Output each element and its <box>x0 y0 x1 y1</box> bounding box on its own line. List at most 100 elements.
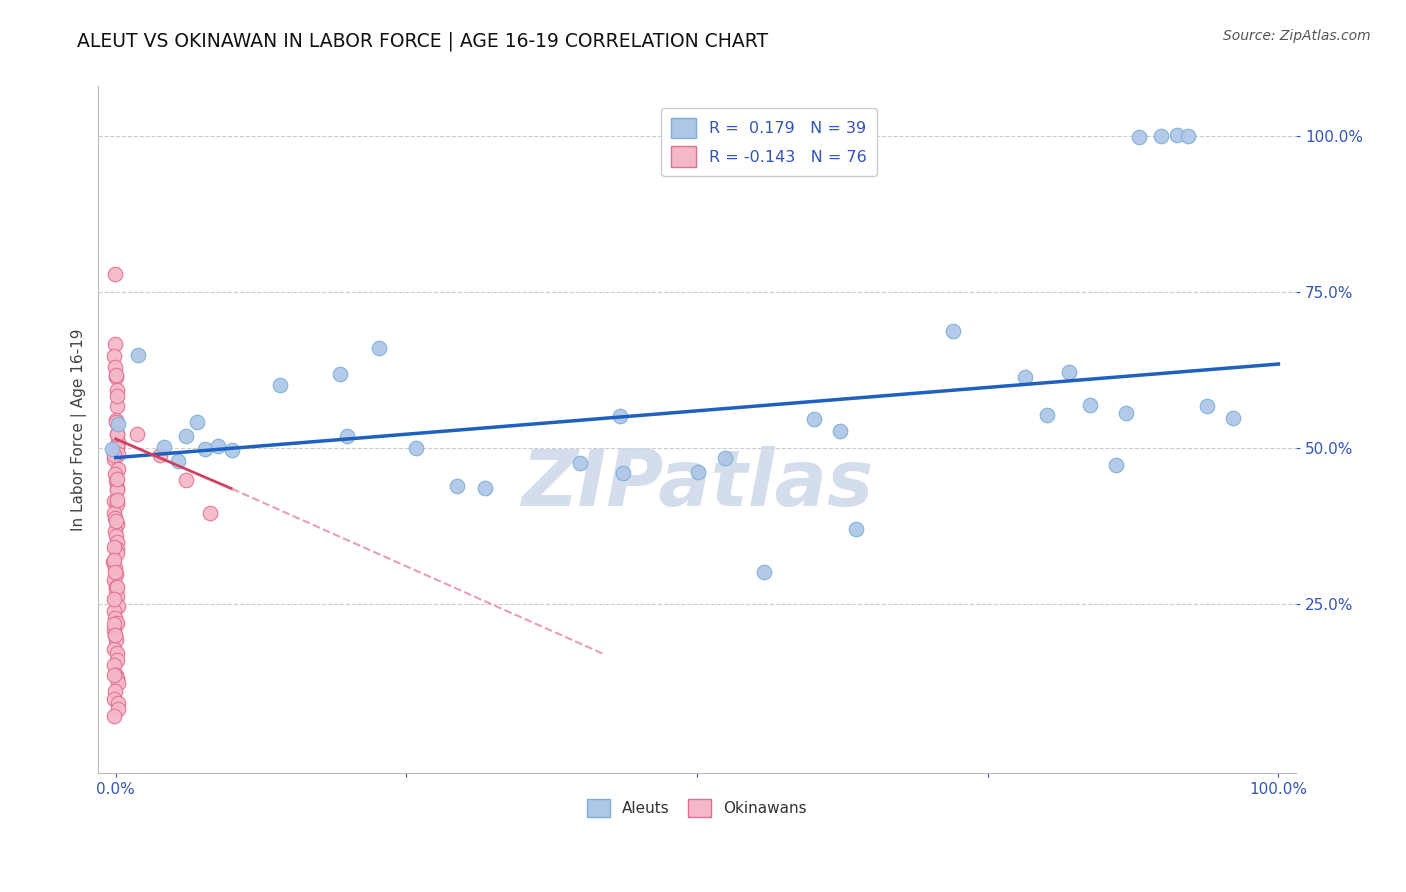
Point <box>174 429 197 443</box>
Point <box>105 472 128 486</box>
Point <box>104 684 127 698</box>
Point <box>942 324 965 338</box>
Point <box>104 337 127 351</box>
Point <box>104 415 127 429</box>
Point <box>713 451 735 466</box>
Point <box>186 415 208 429</box>
Point <box>104 565 127 579</box>
Y-axis label: In Labor Force | Age 16-19: In Labor Force | Age 16-19 <box>72 328 87 531</box>
Point <box>167 454 190 468</box>
Point <box>1057 365 1080 379</box>
Point <box>101 442 124 457</box>
Point <box>105 389 128 403</box>
Point <box>107 447 129 461</box>
Point <box>105 497 128 511</box>
Point <box>105 616 128 631</box>
Point <box>104 561 127 575</box>
Point <box>1177 129 1199 144</box>
Point <box>105 582 128 597</box>
Point <box>569 456 592 470</box>
Point <box>609 409 631 423</box>
Point <box>105 426 128 441</box>
Point <box>105 541 128 556</box>
Point <box>105 426 128 441</box>
Point <box>1115 406 1137 420</box>
Point <box>103 573 125 587</box>
Point <box>105 580 128 594</box>
Point <box>107 676 129 690</box>
Point <box>103 668 125 682</box>
Point <box>105 528 128 542</box>
Point <box>104 668 127 682</box>
Point <box>198 506 221 520</box>
Point <box>107 599 129 614</box>
Point <box>103 708 125 723</box>
Point <box>103 628 125 642</box>
Point <box>830 424 852 438</box>
Point <box>1150 129 1173 144</box>
Point <box>104 370 127 384</box>
Point <box>105 516 128 531</box>
Point <box>127 426 149 441</box>
Point <box>104 412 127 426</box>
Point <box>105 439 128 453</box>
Point <box>107 462 129 476</box>
Point <box>221 442 243 457</box>
Point <box>105 440 128 454</box>
Point <box>105 481 128 495</box>
Point <box>104 524 127 538</box>
Point <box>107 696 129 710</box>
Point <box>1104 458 1126 473</box>
Text: Source: ZipAtlas.com: Source: ZipAtlas.com <box>1223 29 1371 43</box>
Point <box>368 341 391 355</box>
Point <box>104 467 127 482</box>
Point <box>612 466 634 480</box>
Point <box>105 399 128 413</box>
Point <box>103 617 125 632</box>
Legend: Aleuts, Okinawans: Aleuts, Okinawans <box>581 793 813 823</box>
Point <box>149 448 172 462</box>
Point <box>1036 408 1059 422</box>
Point <box>103 611 125 625</box>
Point <box>405 441 427 455</box>
Point <box>105 632 128 647</box>
Point <box>754 565 776 579</box>
Point <box>107 435 129 450</box>
Point <box>269 377 291 392</box>
Point <box>103 349 125 363</box>
Point <box>104 359 127 374</box>
Point <box>107 417 129 431</box>
Point <box>103 555 125 569</box>
Point <box>103 692 125 706</box>
Point <box>336 429 359 443</box>
Point <box>328 367 350 381</box>
Point <box>194 442 217 456</box>
Point <box>107 653 129 667</box>
Point <box>107 702 129 716</box>
Point <box>1222 410 1244 425</box>
Point <box>207 439 229 453</box>
Point <box>104 566 127 581</box>
Point <box>104 474 127 488</box>
Text: ALEUT VS OKINAWAN IN LABOR FORCE | AGE 16-19 CORRELATION CHART: ALEUT VS OKINAWAN IN LABOR FORCE | AGE 1… <box>77 31 769 51</box>
Point <box>103 540 125 554</box>
Point <box>105 383 128 397</box>
Point <box>103 448 125 462</box>
Point <box>105 534 128 549</box>
Point <box>105 590 128 604</box>
Point <box>105 647 128 661</box>
Point <box>104 580 127 594</box>
Point <box>103 592 125 607</box>
Point <box>104 510 127 524</box>
Point <box>127 348 149 362</box>
Point <box>104 368 127 383</box>
Point <box>446 479 468 493</box>
Text: ZIPatlas: ZIPatlas <box>522 447 873 523</box>
Point <box>103 451 125 466</box>
Point <box>105 671 128 685</box>
Point <box>1195 400 1218 414</box>
Point <box>104 267 127 281</box>
Point <box>103 641 125 656</box>
Point <box>103 604 125 618</box>
Point <box>105 546 128 560</box>
